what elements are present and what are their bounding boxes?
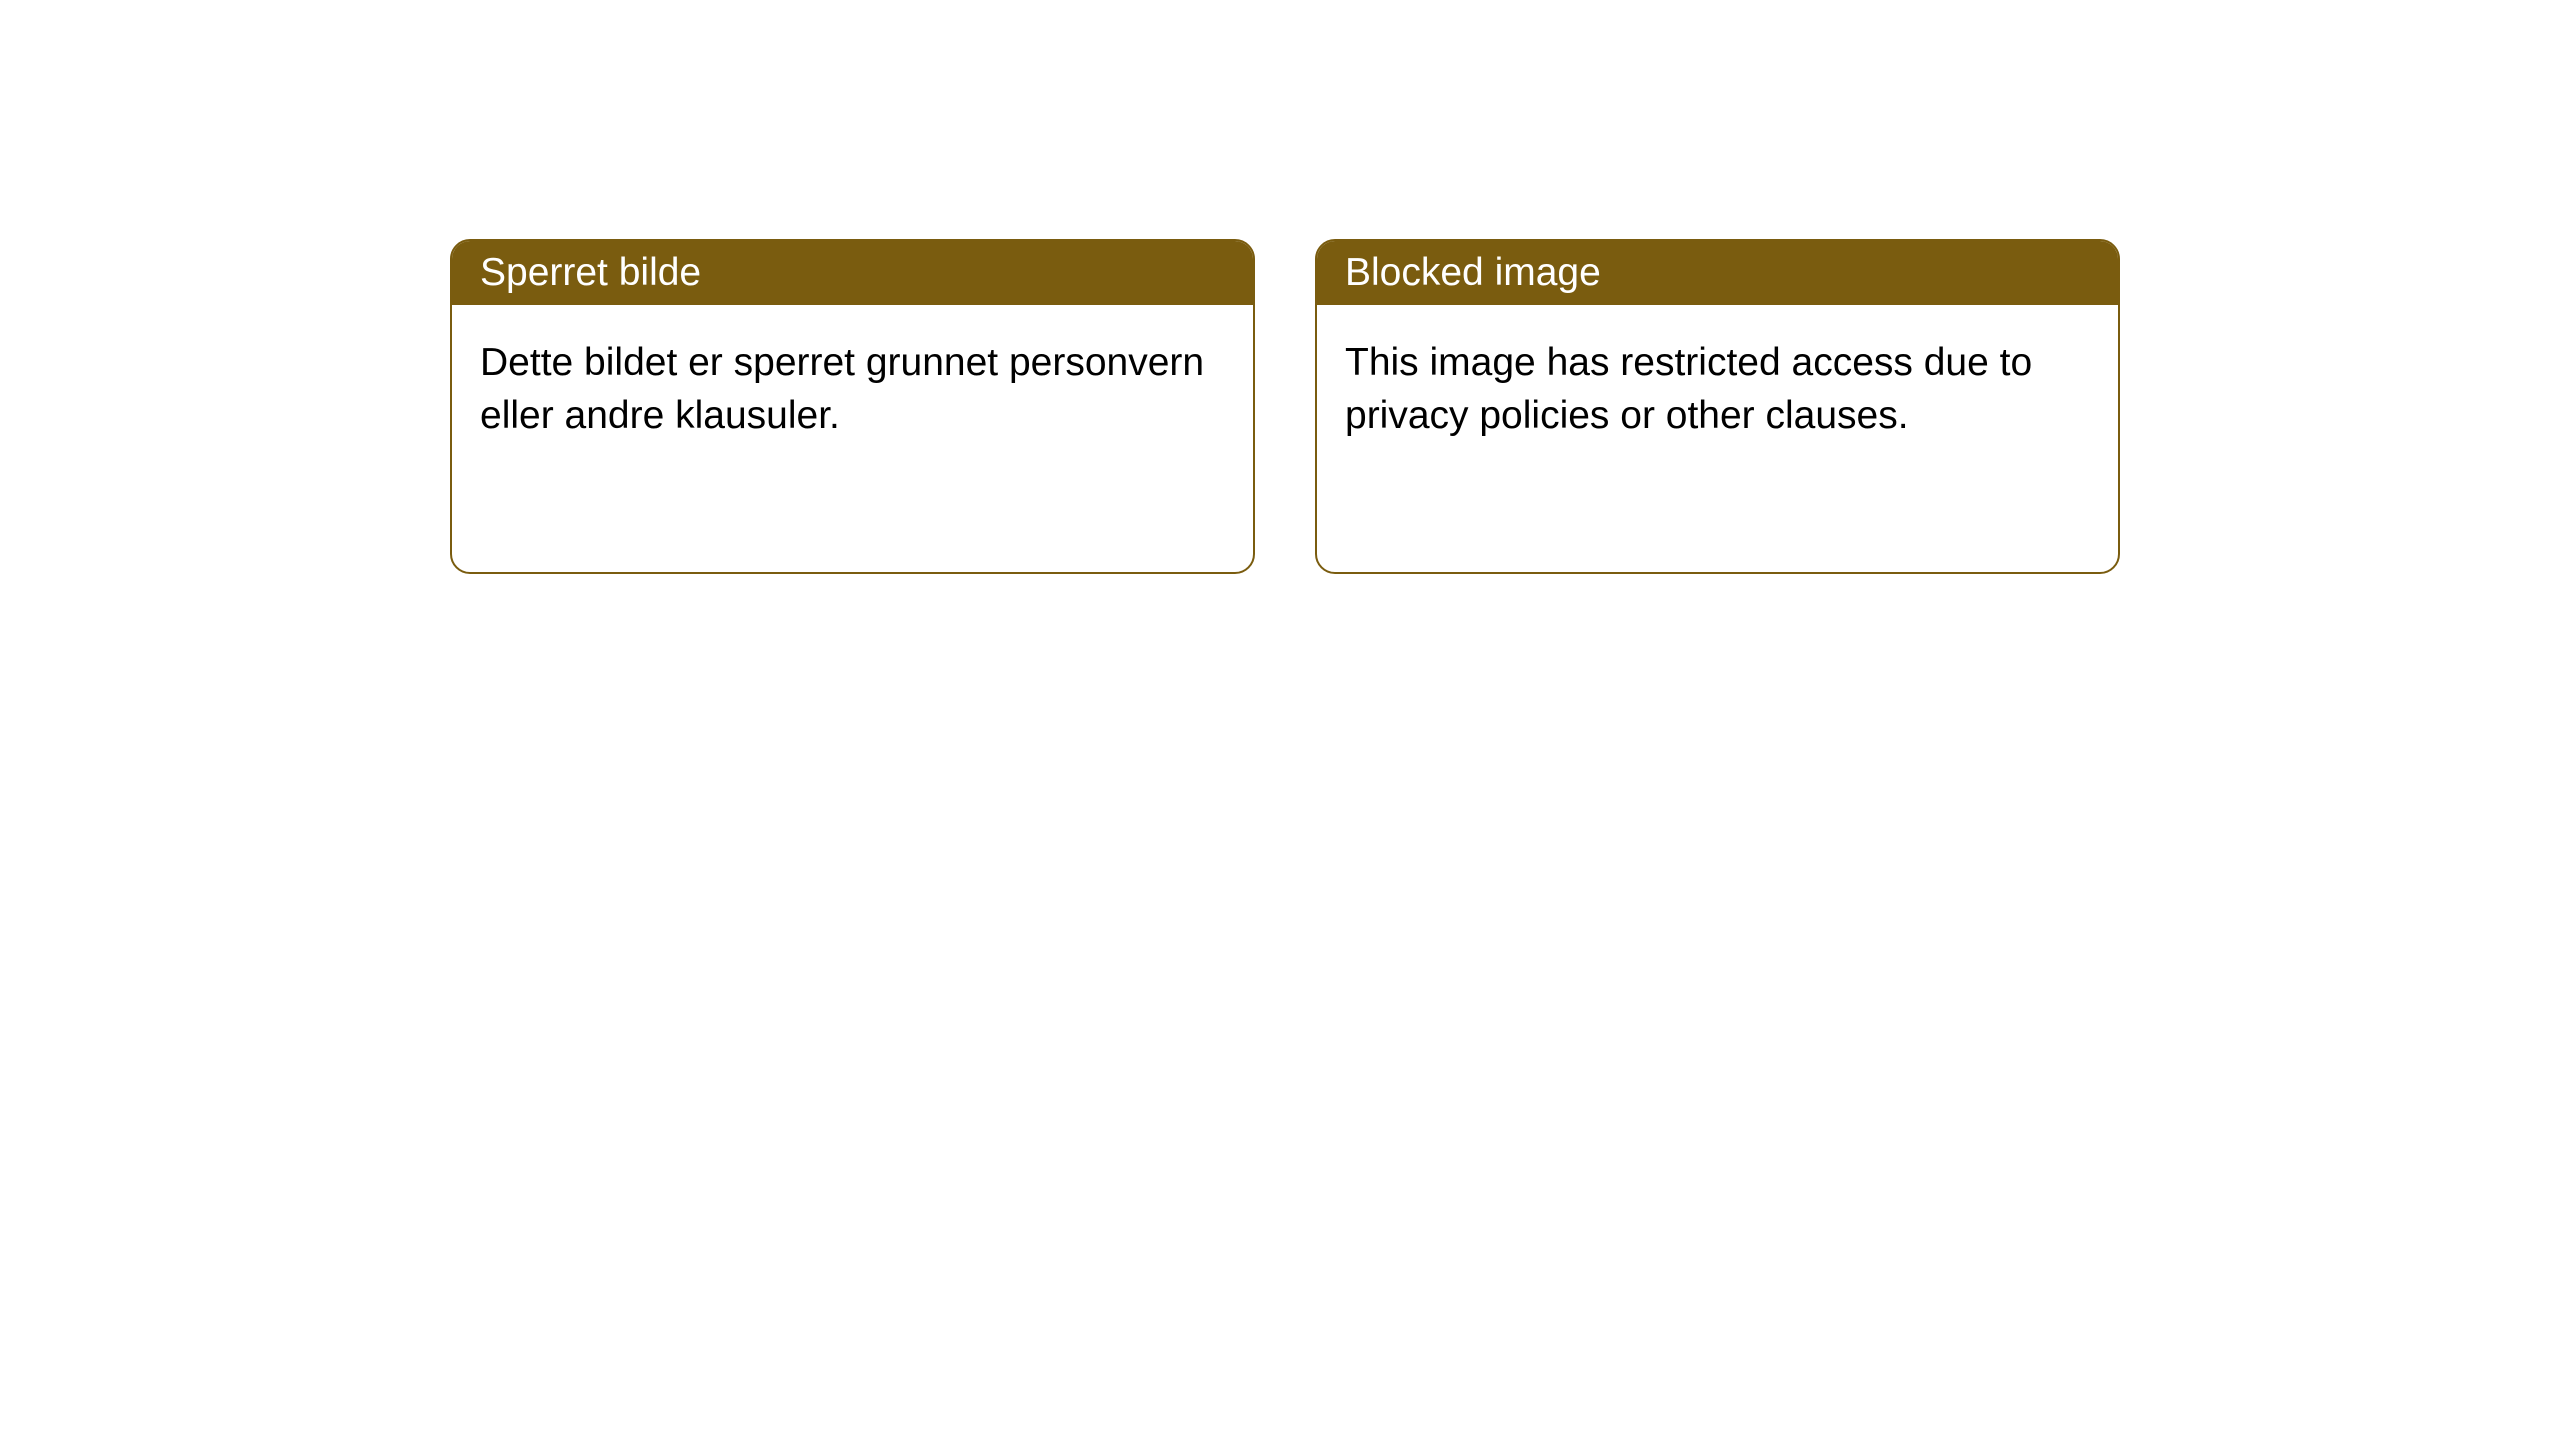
card-body: Dette bildet er sperret grunnet personve… [452,305,1253,474]
card-header: Sperret bilde [452,241,1253,305]
card-title: Blocked image [1345,251,1601,294]
cards-container: Sperret bilde Dette bildet er sperret gr… [0,0,2560,574]
card-header: Blocked image [1317,241,2118,305]
card-body: This image has restricted access due to … [1317,305,2118,474]
card-body-text: This image has restricted access due to … [1345,341,2032,437]
card-title: Sperret bilde [480,251,701,294]
blocked-image-card-no: Sperret bilde Dette bildet er sperret gr… [450,239,1255,574]
card-body-text: Dette bildet er sperret grunnet personve… [480,341,1204,437]
blocked-image-card-en: Blocked image This image has restricted … [1315,239,2120,574]
